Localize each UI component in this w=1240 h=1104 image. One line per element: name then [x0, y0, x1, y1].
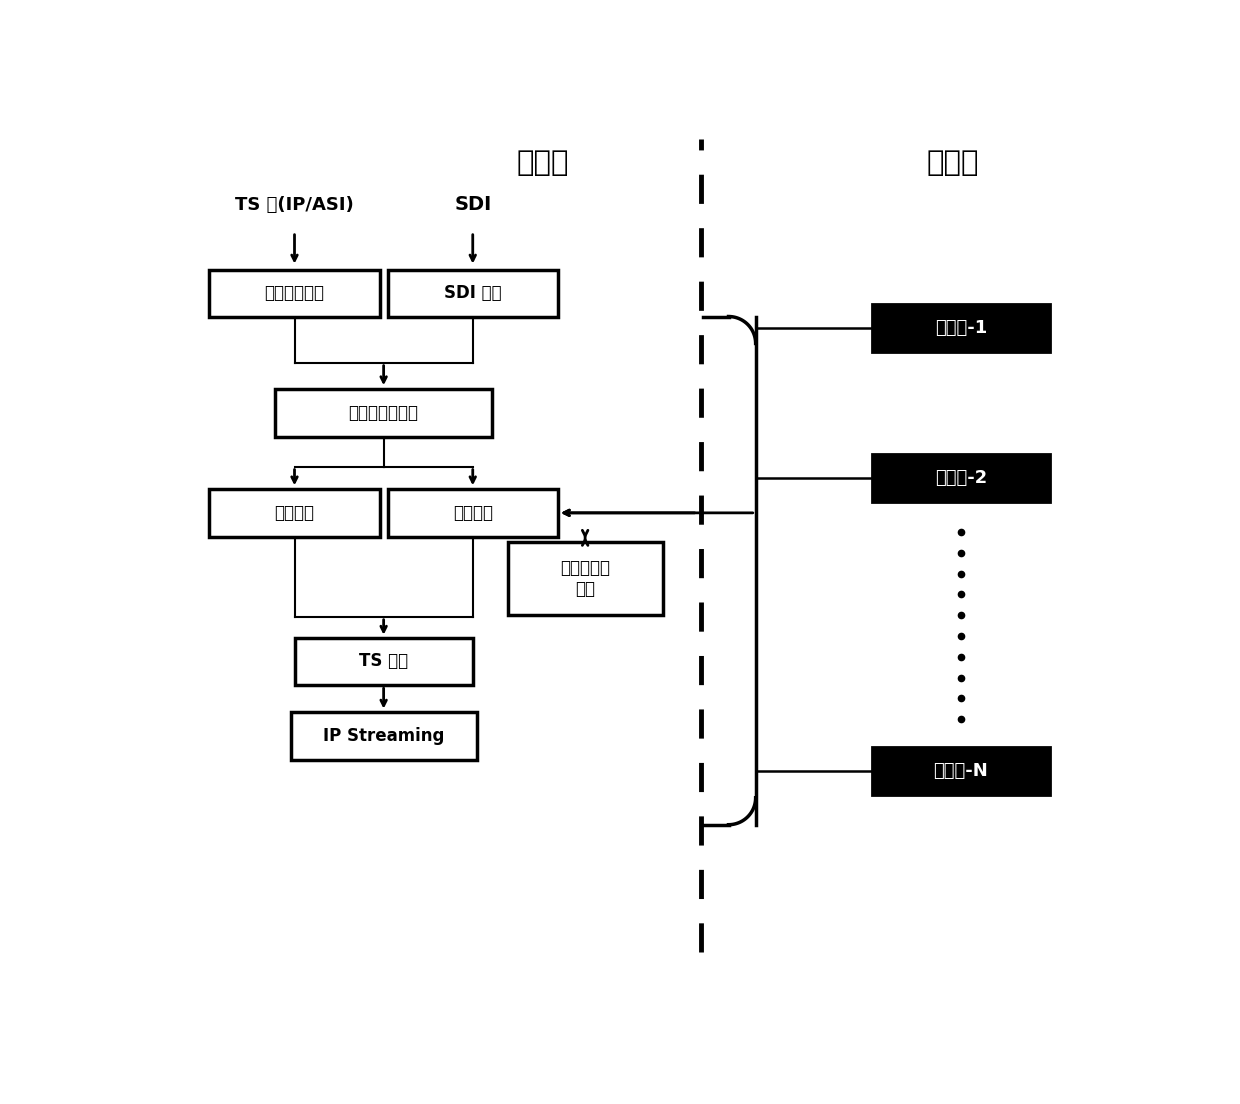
FancyBboxPatch shape: [387, 269, 558, 317]
Text: 从节点-2: 从节点-2: [935, 469, 987, 487]
Text: 从节点-N: 从节点-N: [934, 762, 988, 779]
FancyBboxPatch shape: [872, 747, 1050, 795]
FancyBboxPatch shape: [210, 269, 379, 317]
FancyBboxPatch shape: [275, 389, 492, 436]
Text: SDI 采集: SDI 采集: [444, 285, 501, 302]
Text: TS 流(IP/ASI): TS 流(IP/ASI): [236, 195, 353, 214]
FancyBboxPatch shape: [507, 542, 662, 615]
FancyBboxPatch shape: [872, 305, 1050, 352]
Text: 主节点编码
内核: 主节点编码 内核: [560, 559, 610, 597]
Text: 音频编码: 音频编码: [274, 503, 315, 522]
Text: 主节点: 主节点: [516, 149, 569, 177]
Text: 从节点: 从节点: [928, 149, 980, 177]
Text: 视频编码: 视频编码: [453, 503, 492, 522]
FancyBboxPatch shape: [872, 455, 1050, 502]
Text: 音、视频解码: 音、视频解码: [264, 285, 325, 302]
Text: SDI: SDI: [454, 195, 491, 214]
FancyBboxPatch shape: [295, 638, 472, 686]
Text: 音、视频预处理: 音、视频预处理: [348, 404, 419, 422]
Text: IP Streaming: IP Streaming: [322, 728, 444, 745]
FancyBboxPatch shape: [387, 489, 558, 537]
Text: 从节点-1: 从节点-1: [935, 319, 987, 337]
Text: TS 复用: TS 复用: [360, 652, 408, 670]
FancyBboxPatch shape: [290, 712, 476, 760]
FancyBboxPatch shape: [210, 489, 379, 537]
